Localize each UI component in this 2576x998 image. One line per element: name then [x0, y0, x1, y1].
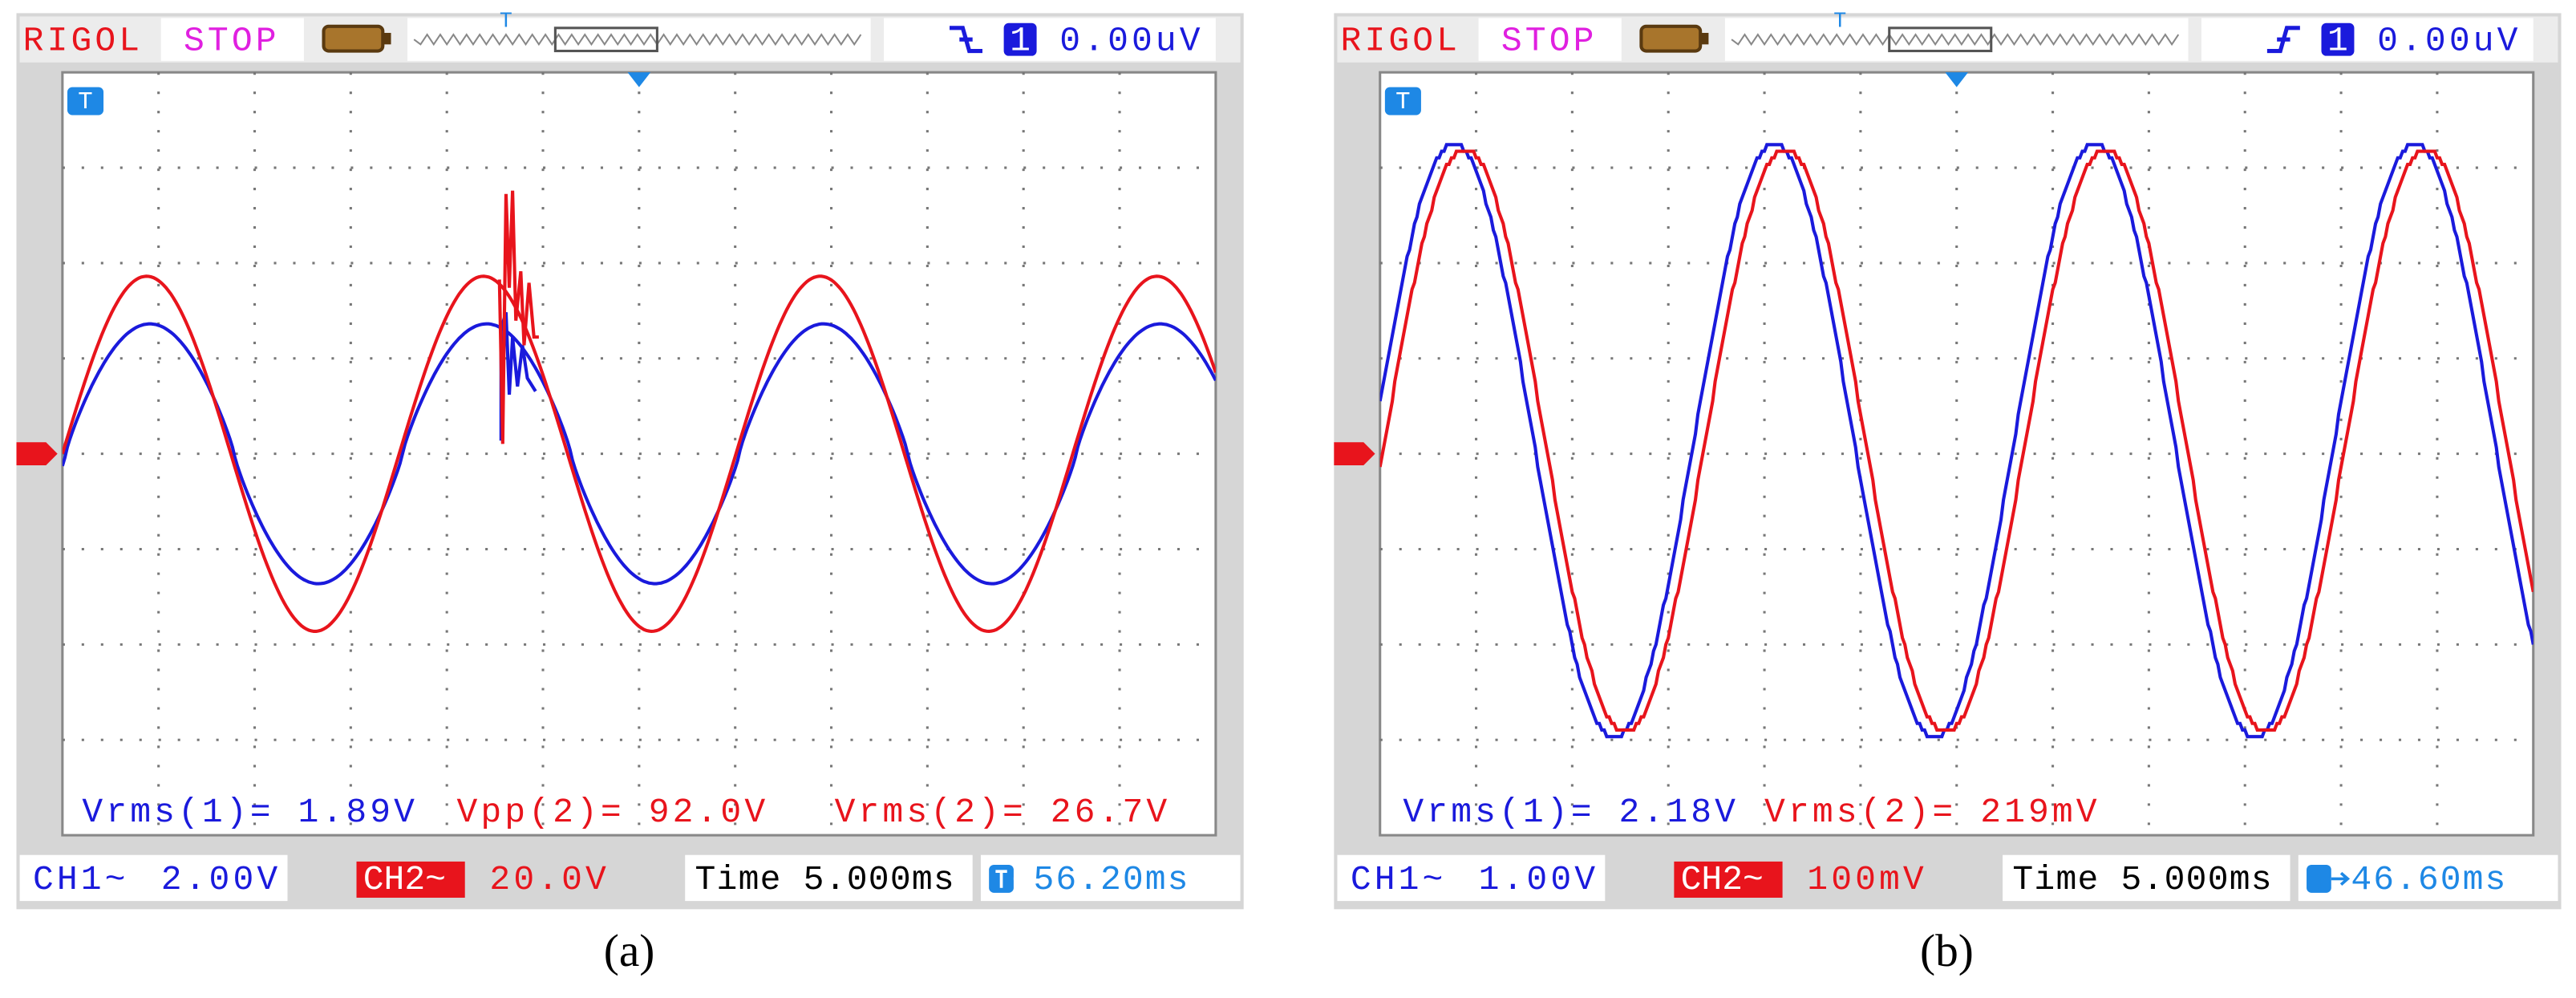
scope-panel: RIGOL STOP T 1 0.00uV T Vrms(1)= 2.18V Vrms(2)=…: [1334, 10, 2562, 976]
time-box: [2003, 854, 2290, 902]
ch2-ground-marker: [1334, 442, 1375, 465]
ch2-box: [1674, 861, 1783, 898]
ch2-ground-marker: [16, 442, 58, 465]
ch2-glitch: [497, 190, 539, 444]
trigger-slope-icon: [2266, 26, 2300, 54]
memory-box: [407, 18, 871, 61]
memory-wave: [1731, 33, 2180, 47]
offset: 56.20ms: [1033, 860, 1189, 899]
battery-tip: [1700, 32, 1709, 45]
waveforms: [1379, 143, 2533, 739]
trigger-channel-box: [1003, 22, 1037, 56]
trigger-position-arrow: [627, 72, 651, 87]
offset-arrow: [995, 870, 1033, 888]
brand: RIGOL: [23, 22, 144, 61]
trigger-channel: 1: [1010, 22, 1031, 61]
brand: RIGOL: [1341, 22, 1461, 61]
offset: 46.60ms: [2351, 860, 2507, 899]
ch1-box: [19, 854, 288, 902]
trigger-marker: T: [1395, 88, 1410, 116]
ch1-waveform: [1379, 143, 2533, 739]
ch2-waveform: [62, 274, 1216, 634]
memory-window: [1888, 26, 1993, 53]
ch2-scale: 100mV: [1807, 860, 1927, 899]
status-box: [160, 18, 304, 61]
trigger-channel-box: [2321, 22, 2355, 56]
trigger-level: 0.00uV: [1059, 22, 1203, 61]
ch2-label: CH2~: [1681, 860, 1764, 899]
battery-icon: [322, 24, 385, 53]
memory-trigger-marker: T: [500, 10, 512, 34]
battery-tip: [383, 32, 391, 45]
battery-icon: [1639, 24, 1703, 53]
offset-arrow: [2313, 870, 2351, 888]
memory-wave: [413, 33, 862, 47]
ch2-scale: 20.0V: [489, 860, 610, 899]
memory-window: [553, 26, 658, 53]
trigger-position-arrow: [1945, 72, 1969, 87]
ch1-scale: 1.00V: [1479, 860, 1599, 899]
measurement: Vrms(1)= 2.18V: [1403, 793, 1739, 832]
scope-panel: RIGOL STOP T 1 0.00uV T Vrms(1)= 1.89V Vpp(2)= …: [16, 10, 1244, 976]
ch1-label: CH1~: [1351, 860, 1447, 899]
trigger-marker: T: [78, 88, 92, 116]
caption: (b): [1920, 926, 1974, 976]
status-box: [1478, 18, 1622, 61]
trigger-level: 0.00uV: [2377, 22, 2521, 61]
status: STOP: [1501, 22, 1598, 61]
waveforms: [62, 190, 1216, 634]
time-box: [685, 854, 973, 902]
memory-box: [1724, 18, 2189, 61]
ch1-waveform: [62, 322, 1216, 586]
measurement: Vrms(1)= 1.89V: [82, 793, 418, 832]
timebase: Time 5.000ms: [695, 860, 955, 899]
ch2-waveform: [1379, 149, 2533, 732]
ch1-scale: 2.00V: [161, 860, 281, 899]
trigger-marker-box: [1384, 87, 1421, 116]
measurement: Vrms(2)= 26.7V: [835, 793, 1171, 832]
measurement: Vpp(2)= 92.0V: [456, 793, 768, 832]
caption: (a): [604, 926, 655, 976]
status: STOP: [184, 22, 280, 61]
trigger-slope-icon: [950, 26, 982, 54]
ch1-box: [1337, 854, 1606, 902]
measurement: Vrms(2)= 219mV: [1764, 793, 2100, 832]
ch2-box: [356, 861, 465, 898]
trigger-box: [884, 18, 1216, 61]
ch1-label: CH1~: [33, 860, 129, 899]
timebase: Time 5.000ms: [2012, 860, 2272, 899]
memory-trigger-marker: T: [1833, 10, 1846, 34]
trigger-box: [2201, 18, 2533, 61]
ch2-label: CH2~: [363, 860, 446, 899]
trigger-marker-box: [67, 87, 104, 116]
trigger-channel: 1: [2327, 22, 2348, 61]
